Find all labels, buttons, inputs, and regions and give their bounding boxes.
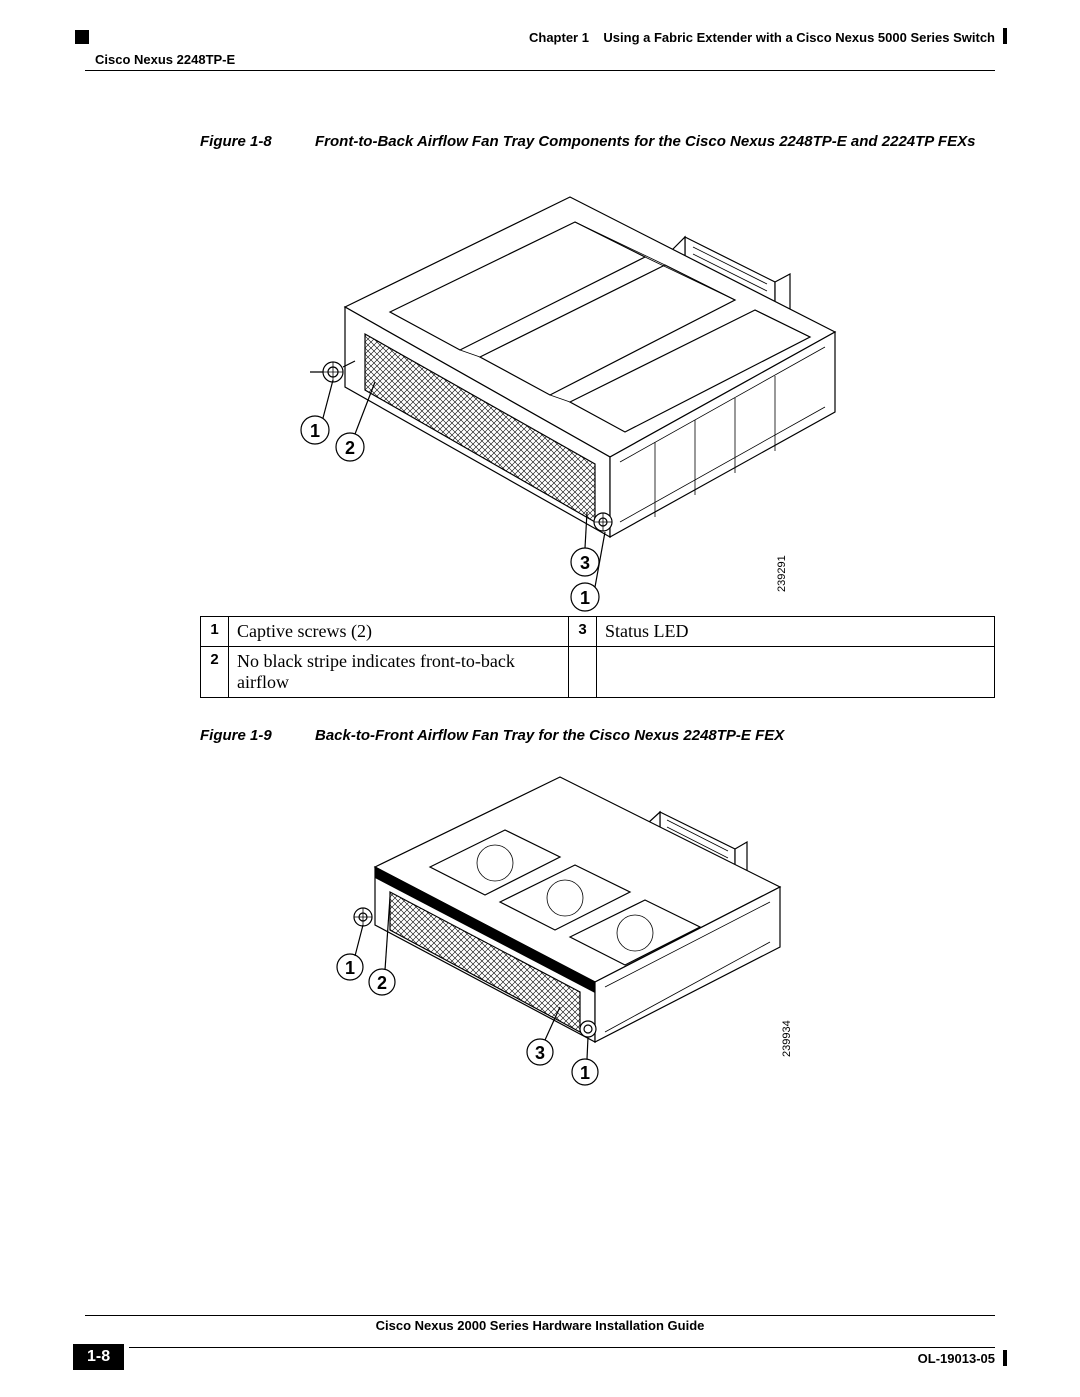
chapter-label: Chapter 1 [529,30,589,45]
legend-num: 3 [569,617,597,647]
figure-9-image-id: 239934 [781,1020,793,1057]
figure-8-caption: Figure 1-8 Front-to-Back Airflow Fan Tra… [200,132,995,152]
legend-desc: Captive screws (2) [229,617,569,647]
legend-num: 1 [201,617,229,647]
table-row: 1 Captive screws (2) 3 Status LED [201,617,995,647]
right-captive-screw [580,1021,596,1037]
svg-text:3: 3 [580,553,590,573]
svg-text:1: 1 [310,421,320,441]
legend-table: 1 Captive screws (2) 3 Status LED 2 No b… [200,616,995,698]
svg-text:1: 1 [580,588,590,608]
left-captive-screw [354,908,372,926]
chapter-title: Using a Fabric Extender with a Cisco Nex… [603,30,995,45]
svg-text:1: 1 [345,958,355,978]
section-heading: Cisco Nexus 2248TP-E [95,52,235,67]
figure-8-image: 1 2 3 1 239291 [85,162,995,612]
footer-bar-right [1003,1350,1007,1366]
footer-guide-title: Cisco Nexus 2000 Series Hardware Install… [85,1318,995,1333]
svg-text:2: 2 [377,973,387,993]
figure-8-label: Figure 1-8 [200,132,315,152]
table-row: 2 No black stripe indicates front-to-bac… [201,647,995,698]
chapter-heading: Chapter 1 Using a Fabric Extender with a… [529,30,995,45]
footer-page-number: 1-8 [73,1344,124,1370]
legend-desc: No black stripe indicates front-to-back … [229,647,569,698]
header-rule [85,70,995,71]
page-header: Chapter 1 Using a Fabric Extender with a… [85,30,995,70]
legend-num: 2 [201,647,229,698]
page-footer: Cisco Nexus 2000 Series Hardware Install… [85,1315,995,1370]
header-marker-left [75,30,89,44]
legend-num [569,647,597,698]
figure-9-title: Back-to-Front Airflow Fan Tray for the C… [315,726,995,746]
svg-text:3: 3 [535,1043,545,1063]
callout-1-lower: 1 [572,1037,598,1085]
figure-9-image: 1 2 3 1 239934 [85,757,995,1087]
legend-desc: Status LED [597,617,995,647]
figure-8-image-id: 239291 [776,556,788,593]
callout-1-upper: 1 [301,380,333,444]
figure-9-label: Figure 1-9 [200,726,315,746]
right-captive-screw [594,513,612,531]
legend-desc [597,647,995,698]
svg-text:2: 2 [345,438,355,458]
svg-text:1: 1 [580,1063,590,1083]
footer-doc-id: OL-19013-05 [918,1351,995,1366]
header-bar-right [1003,28,1007,44]
figure-8-title: Front-to-Back Airflow Fan Tray Component… [315,132,995,152]
figure-9-caption: Figure 1-9 Back-to-Front Airflow Fan Tra… [200,726,995,746]
callout-1-upper: 1 [337,925,363,980]
